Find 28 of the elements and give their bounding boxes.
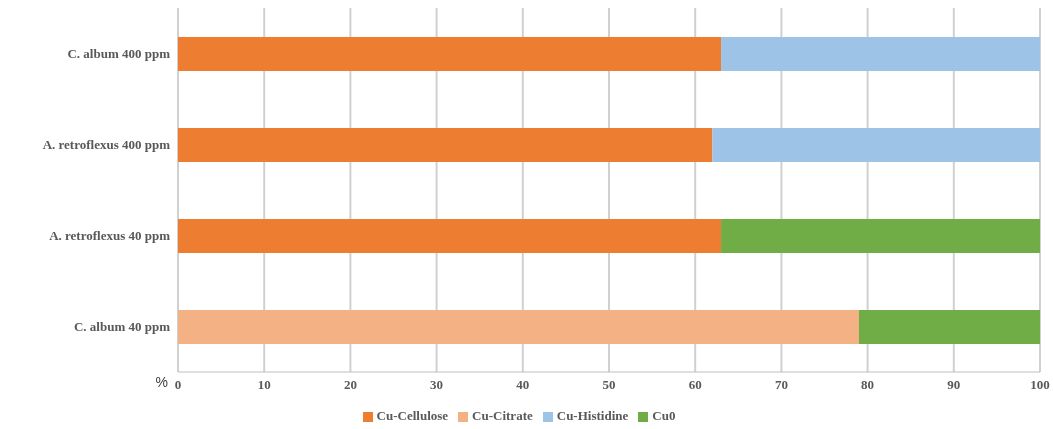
bar [178, 37, 722, 71]
y-tick-label: C. album 400 ppm [67, 46, 171, 62]
x-tick-label: 10 [257, 377, 271, 393]
y-tick-label: C. album 40 ppm [73, 319, 171, 335]
x-tick-label: 30 [430, 377, 444, 393]
bar [721, 37, 1040, 71]
legend-label: Cu-Citrate [472, 408, 533, 423]
y-tick-label: A. retroflexus 400 ppm [42, 137, 171, 153]
bar [178, 128, 713, 162]
x-tick-label: 60 [688, 377, 702, 393]
legend-label: Cu-Cellulose [376, 408, 449, 423]
bar [858, 310, 1040, 344]
bar [712, 128, 1040, 162]
x-tick-label: 100 [1030, 377, 1050, 393]
legend-label: Cu-Histidine [556, 408, 629, 423]
x-axis-title: % [155, 373, 168, 390]
bar [721, 219, 1040, 253]
legend-label: Cu0 [652, 408, 676, 423]
x-tick-label: 40 [516, 377, 530, 393]
bar [178, 310, 859, 344]
x-tick-label: 80 [861, 377, 875, 393]
x-tick-label: 0 [174, 377, 182, 393]
x-tick-label: 20 [343, 377, 357, 393]
y-tick-label: A. retroflexus 40 ppm [49, 228, 171, 244]
bar [178, 219, 722, 253]
x-tick-label: 90 [947, 377, 961, 393]
x-tick-label: 50 [602, 377, 616, 393]
x-tick-label: 70 [774, 377, 788, 393]
